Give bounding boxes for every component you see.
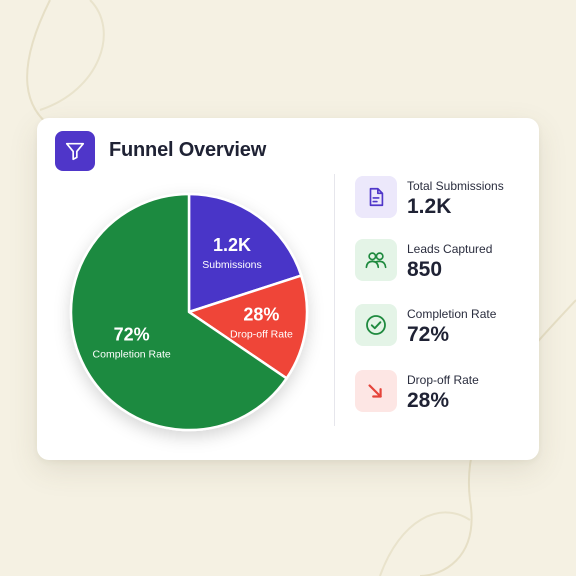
funnel-pie-chart: 1.2K Submissions 28% Drop-off Rate 72% Comple…: [69, 192, 309, 432]
pie-category-label: Completion Rate: [93, 348, 171, 360]
pie-slice-submissions: [187, 192, 303, 314]
stat-label: Total Submissions: [407, 179, 504, 193]
funnel-overview-card: Funnel Overview 1.2K Submissions 28% Drop-o…: [37, 118, 539, 460]
document-icon: [355, 176, 397, 218]
stat-completion-rate: Completion Rate 72%: [355, 304, 535, 350]
stat-label: Completion Rate: [407, 307, 497, 321]
stat-total-submissions: Total Submissions 1.2K: [355, 176, 535, 222]
trend-down-icon: [355, 370, 397, 412]
stat-drop-off-rate: Drop-off Rate 28%: [355, 370, 535, 416]
card-title: Funnel Overview: [109, 139, 267, 161]
stat-value: 72%: [407, 323, 450, 346]
stat-label: Leads Captured: [407, 242, 493, 256]
pie-value-label: 72%: [114, 324, 150, 344]
pie-value-label: 1.2K: [213, 235, 251, 255]
stat-label: Drop-off Rate: [407, 373, 479, 387]
stat-value: 28%: [407, 389, 450, 412]
funnel-icon: [55, 131, 95, 171]
stat-value: 850: [407, 258, 443, 281]
pie-value-label: 28%: [243, 304, 279, 324]
pie-category-label: Drop-off Rate: [230, 328, 293, 340]
pie-category-label: Submissions: [202, 259, 262, 271]
vertical-divider: [334, 174, 335, 426]
stat-leads-captured: Leads Captured 850: [355, 239, 535, 285]
users-icon: [355, 239, 397, 281]
check-circle-icon: [355, 304, 397, 346]
pie-slice-completion-rate: [69, 192, 288, 432]
stat-value: 1.2K: [407, 195, 452, 218]
pie-slice-drop-off-rate: [187, 274, 309, 380]
